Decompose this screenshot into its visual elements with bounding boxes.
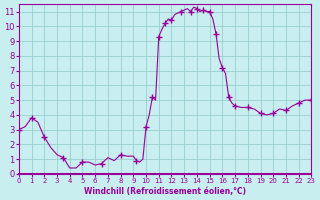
X-axis label: Windchill (Refroidissement éolien,°C): Windchill (Refroidissement éolien,°C) — [84, 187, 246, 196]
